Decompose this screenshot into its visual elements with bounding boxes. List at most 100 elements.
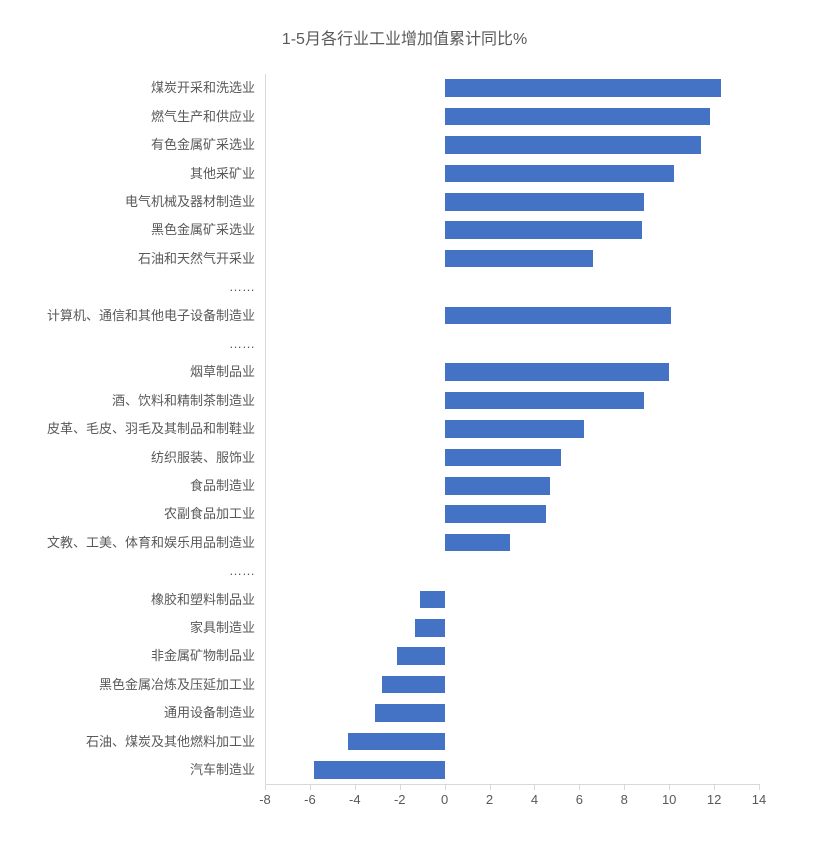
bar: [445, 136, 701, 154]
x-tick-label: 14: [752, 792, 766, 807]
y-axis-label: 计算机、通信和其他电子设备制造业: [47, 307, 255, 325]
bar-row: [265, 647, 759, 665]
x-tick: [714, 784, 715, 790]
chart-title: 1-5月各行业工业增加值累计同比%: [10, 25, 799, 49]
bar-row: [265, 250, 759, 268]
bar-row: [265, 449, 759, 467]
y-axis-label: 农副食品加工业: [164, 505, 255, 523]
y-axis-label: ……: [229, 278, 255, 296]
bar-row: [265, 704, 759, 722]
x-tick-label: 6: [576, 792, 583, 807]
bar-row: [265, 505, 759, 523]
bar-row: [265, 534, 759, 552]
bar: [445, 108, 710, 126]
x-tick-label: 4: [531, 792, 538, 807]
x-tick: [490, 784, 491, 790]
y-axis-label: 皮革、毛皮、羽毛及其制品和制鞋业: [47, 420, 255, 438]
bar-row: [265, 733, 759, 751]
y-axis-label: 汽车制造业: [190, 761, 255, 779]
bar: [445, 193, 645, 211]
x-axis: -8-6-4-202468101214: [265, 784, 759, 814]
bar: [445, 363, 670, 381]
x-tick: [534, 784, 535, 790]
y-axis-label: 石油和天然气开采业: [138, 250, 255, 268]
y-axis-label: 橡胶和塑料制品业: [151, 591, 255, 609]
y-axis-label: 煤炭开采和洗选业: [151, 79, 255, 97]
bar-row: [265, 676, 759, 694]
x-tick-label: 10: [662, 792, 676, 807]
bar: [445, 307, 672, 325]
bars-region: [265, 74, 759, 784]
bar: [314, 761, 444, 779]
y-axis-label: 有色金属矿采选业: [151, 136, 255, 154]
x-tick-label: 0: [441, 792, 448, 807]
bar-row: [265, 136, 759, 154]
y-axis-label: 非金属矿物制品业: [151, 647, 255, 665]
x-tick: [669, 784, 670, 790]
y-axis-label: 其他采矿业: [190, 165, 255, 183]
y-axis-label: 酒、饮料和精制茶制造业: [112, 392, 255, 410]
y-axis-label: 黑色金属矿采选业: [151, 221, 255, 239]
y-axis-label: 家具制造业: [190, 619, 255, 637]
bar-row: [265, 307, 759, 325]
x-tick: [310, 784, 311, 790]
bar: [445, 449, 562, 467]
bar: [445, 221, 643, 239]
bar: [445, 79, 721, 97]
bar-row: [265, 79, 759, 97]
bar-row: [265, 619, 759, 637]
bar: [445, 420, 584, 438]
x-tick: [400, 784, 401, 790]
y-axis-label: 文教、工美、体育和娱乐用品制造业: [47, 534, 255, 552]
x-tick: [265, 784, 266, 790]
x-tick-label: -6: [304, 792, 316, 807]
y-axis-label: 通用设备制造业: [164, 704, 255, 722]
x-tick-label: -2: [394, 792, 406, 807]
y-axis-label: 烟草制品业: [190, 363, 255, 381]
bar-row: [265, 165, 759, 183]
bar-row: [265, 221, 759, 239]
bar: [445, 505, 546, 523]
bar: [382, 676, 445, 694]
bar: [397, 647, 444, 665]
bar-row: [265, 477, 759, 495]
bar-row: [265, 591, 759, 609]
x-tick: [355, 784, 356, 790]
x-tick-label: 12: [707, 792, 721, 807]
x-tick: [579, 784, 580, 790]
bar-row: [265, 420, 759, 438]
y-axis-label: ……: [229, 335, 255, 353]
bar-row: [265, 761, 759, 779]
x-tick-label: -8: [259, 792, 271, 807]
bar: [415, 619, 444, 637]
bar: [445, 165, 674, 183]
x-tick-label: 2: [486, 792, 493, 807]
bar-row: [265, 193, 759, 211]
y-axis-label: 石油、煤炭及其他燃料加工业: [86, 733, 255, 751]
x-axis-baseline: [265, 74, 266, 784]
y-axis-label: 燃气生产和供应业: [151, 108, 255, 126]
y-axis-label: 黑色金属冶炼及压延加工业: [99, 676, 255, 694]
bar: [445, 477, 551, 495]
x-axis-line: [265, 784, 759, 785]
y-axis-label: 纺织服装、服饰业: [151, 449, 255, 467]
bar-row: [265, 392, 759, 410]
bar-row: [265, 108, 759, 126]
x-tick: [624, 784, 625, 790]
bar: [375, 704, 445, 722]
bar: [348, 733, 445, 751]
y-axis-label: 电气机械及器材制造业: [125, 193, 255, 211]
y-axis-label: 食品制造业: [190, 477, 255, 495]
x-tick: [759, 784, 760, 790]
bar: [420, 591, 445, 609]
y-axis-label: ……: [229, 562, 255, 580]
bar: [445, 250, 593, 268]
bar: [445, 534, 510, 552]
y-labels-region: 煤炭开采和洗选业燃气生产和供应业有色金属矿采选业其他采矿业电气机械及器材制造业黑…: [10, 74, 260, 784]
x-tick-label: -4: [349, 792, 361, 807]
x-tick: [445, 784, 446, 790]
bar-row: [265, 363, 759, 381]
chart-container: 1-5月各行业工业增加值累计同比% 煤炭开采和洗选业燃气生产和供应业有色金属矿采…: [0, 0, 829, 851]
bar: [445, 392, 645, 410]
x-tick-label: 8: [621, 792, 628, 807]
